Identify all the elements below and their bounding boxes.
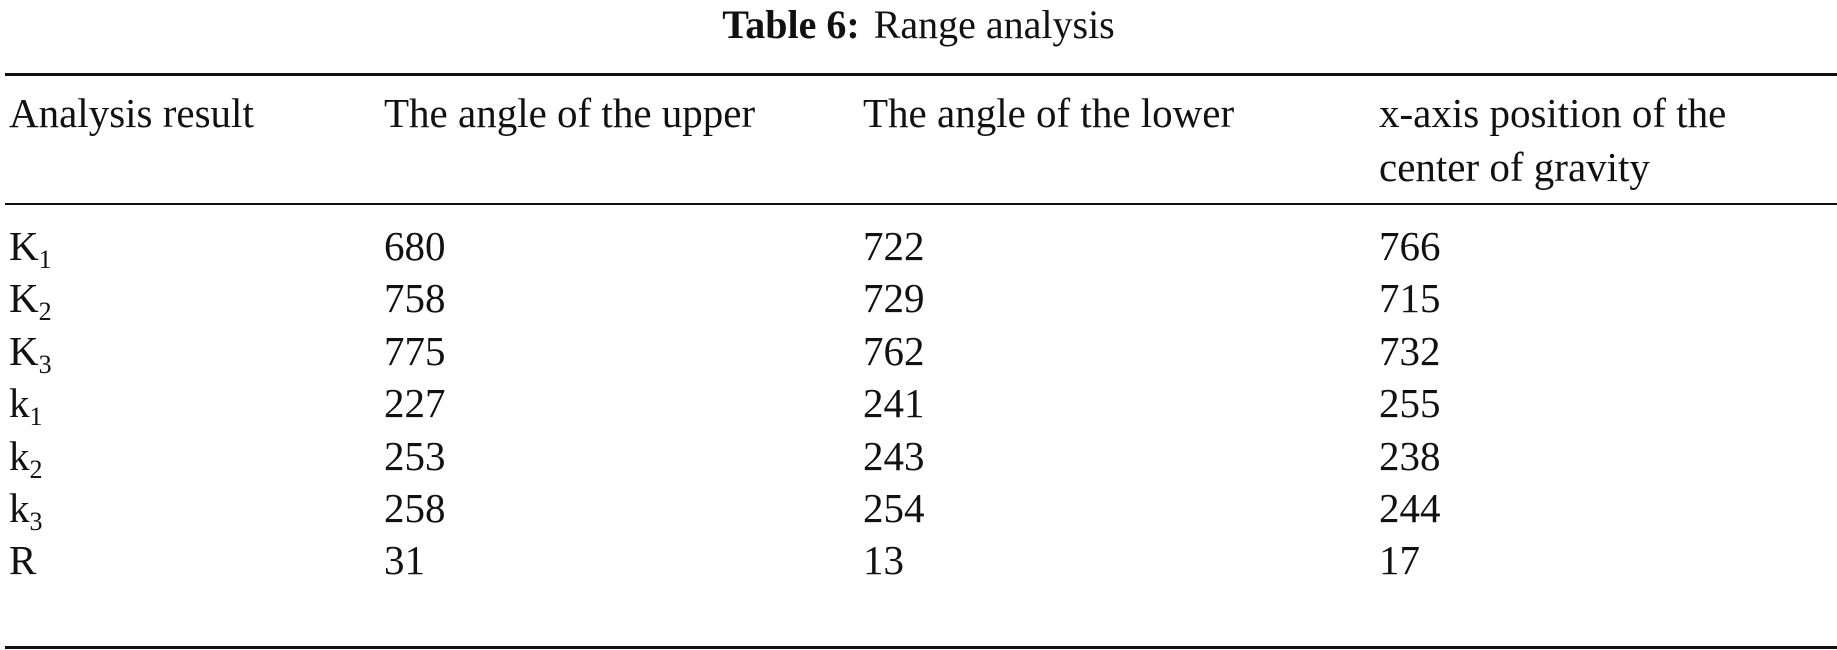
table-cell: 253 <box>384 432 446 479</box>
header-cog-line1: x-axis position of the <box>1379 90 1727 136</box>
header-rule <box>5 203 1837 205</box>
row-label-base: k <box>9 432 30 479</box>
header-cog-line2: center of gravity <box>1379 144 1650 190</box>
row-label-subscript: 1 <box>29 402 43 432</box>
table-cell: 243 <box>863 432 925 479</box>
table-cell: 255 <box>1379 380 1441 427</box>
row-label: K2 <box>9 273 52 327</box>
table-cell: 241 <box>863 380 925 427</box>
row-label-subscript: 3 <box>38 349 52 379</box>
table-cell: 17 <box>1379 537 1420 584</box>
table-cell: 258 <box>384 485 446 531</box>
table-cell: 227 <box>384 380 446 427</box>
row-label-subscript: 3 <box>29 507 43 536</box>
table-cell: 715 <box>1379 275 1441 322</box>
table-cell: 680 <box>384 223 446 269</box>
table-cell: 31 <box>384 537 425 584</box>
row-label-base: K <box>9 327 39 374</box>
header-upper-angle: The angle of the upper <box>384 90 756 136</box>
table-caption: Table 6: Range analysis <box>0 2 1837 48</box>
table-cell: 238 <box>1379 432 1441 479</box>
row-label-subscript: 1 <box>38 245 52 274</box>
table-cell: 722 <box>863 223 925 269</box>
row-label-base: R <box>9 537 37 584</box>
row-label: k1 <box>9 378 43 432</box>
row-label-base: k <box>9 380 30 427</box>
table-cell: 13 <box>863 537 904 584</box>
caption-text: Range analysis <box>873 2 1115 47</box>
table-cell: 762 <box>863 327 925 374</box>
table-cell: 758 <box>384 275 446 322</box>
table-cell: 244 <box>1379 485 1441 531</box>
table-cell: 766 <box>1379 223 1441 269</box>
header-analysis-result: Analysis result <box>9 90 254 136</box>
row-label: k3 <box>9 483 43 536</box>
row-label: R <box>9 535 36 585</box>
row-label-subscript: 2 <box>38 297 52 327</box>
row-label-base: K <box>9 275 39 322</box>
table-cell: 254 <box>863 485 925 531</box>
table-cell: 732 <box>1379 327 1441 374</box>
table-cell: 729 <box>863 275 925 322</box>
top-rule <box>5 73 1837 76</box>
row-label-base: k <box>9 485 30 531</box>
row-label: K1 <box>9 221 52 274</box>
caption-label: Table 6: <box>722 2 860 47</box>
row-label: K3 <box>9 326 52 379</box>
bottom-rule <box>5 646 1837 649</box>
table-cell: 775 <box>384 327 446 374</box>
header-lower-angle: The angle of the lower <box>863 90 1235 136</box>
row-label: k2 <box>9 431 43 484</box>
row-label-subscript: 2 <box>29 454 43 484</box>
row-label-base: K <box>9 223 39 269</box>
